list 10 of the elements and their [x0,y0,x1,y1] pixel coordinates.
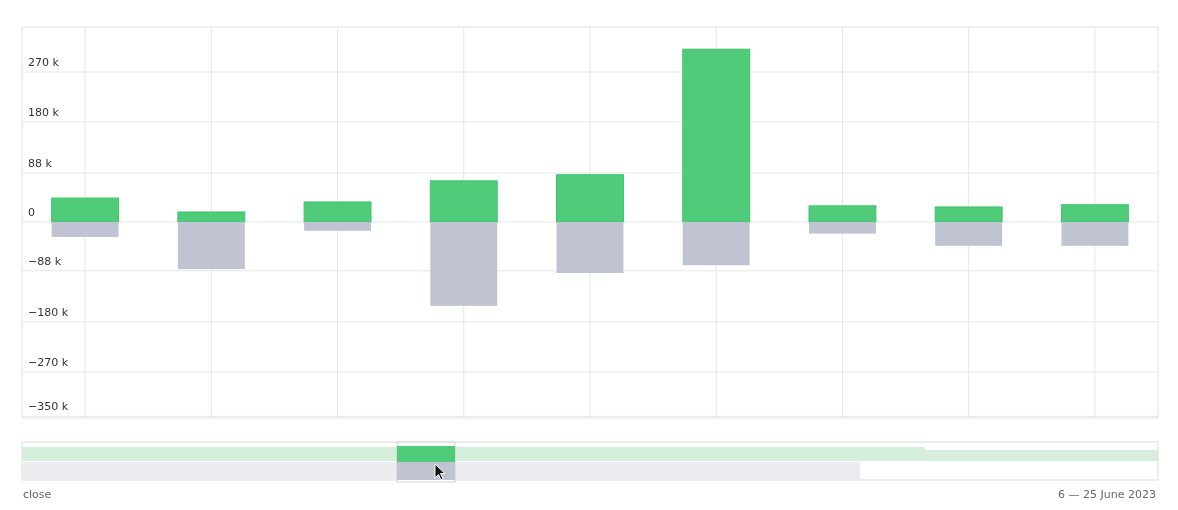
y-tick-label: 0 [28,205,35,219]
text: close [23,488,52,501]
y-tick-label: 88 k [28,157,53,171]
y-tick-label: 270 k [28,55,60,69]
y-tick-label: −270 k [28,355,69,369]
y-tick-label: −350 k [28,400,69,414]
y-tick-label: −88 k [28,254,62,268]
y-tick-label: −180 k [28,305,69,319]
text: 6 — 25 June 2023 [1058,488,1156,501]
y-tick-label: 180 k [28,105,60,119]
